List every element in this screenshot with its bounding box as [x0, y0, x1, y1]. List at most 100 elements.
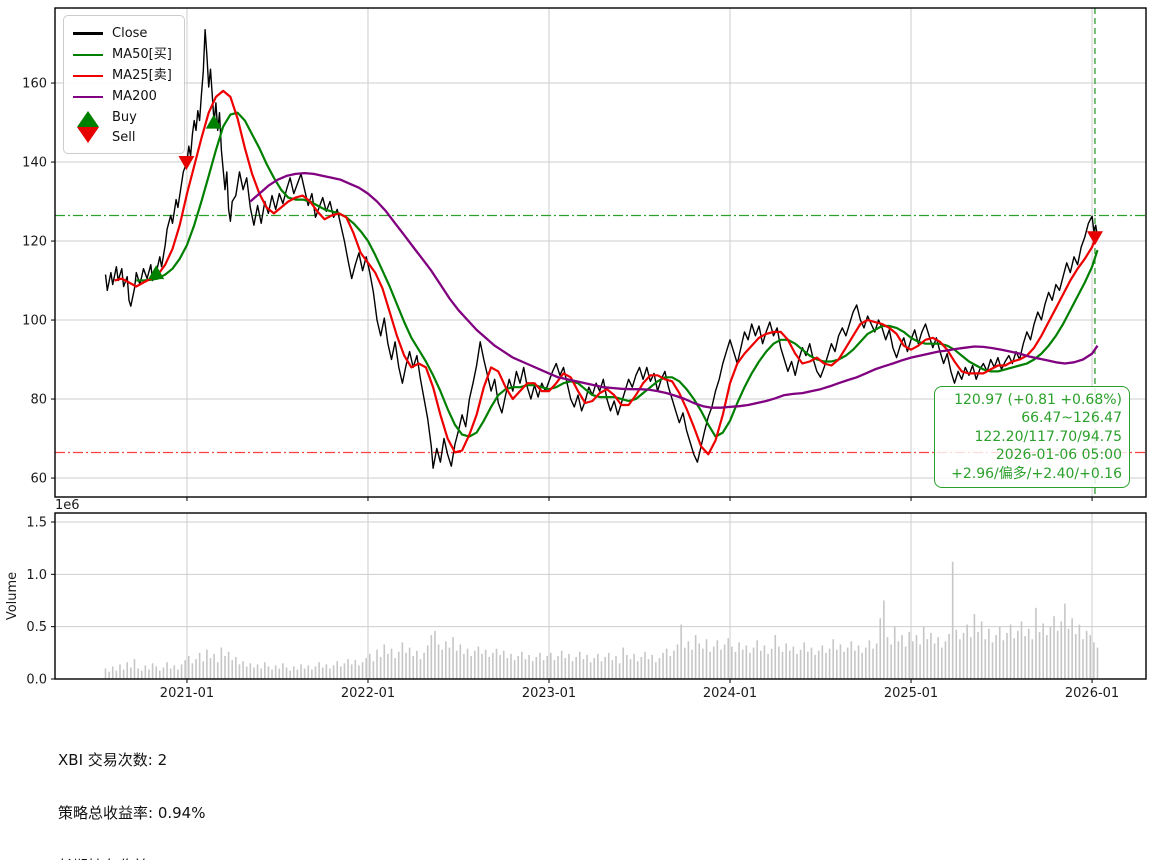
volume-bar: [1093, 642, 1095, 679]
volume-bar: [673, 650, 675, 679]
volume-bar: [169, 668, 172, 679]
volume-bar: [962, 632, 965, 679]
volume-bar: [173, 665, 176, 679]
volume-bar: [213, 653, 215, 679]
volume-bar: [195, 659, 197, 679]
volume-bar: [321, 667, 324, 679]
volume-bar: [329, 668, 331, 679]
volume-bar: [825, 652, 827, 679]
volume-bar: [430, 635, 433, 679]
volume-bar: [904, 646, 907, 679]
volume-bar: [611, 660, 614, 679]
volume-bar: [593, 658, 596, 679]
volume-bar: [104, 668, 107, 679]
volume-bar: [1020, 621, 1023, 679]
volume-bar: [477, 646, 480, 679]
volume-bar: [901, 635, 903, 679]
volume-bar: [285, 667, 288, 679]
volume-bar: [177, 669, 179, 679]
volume-bar: [930, 632, 932, 679]
legend-label: MA25[卖]: [112, 68, 172, 83]
volume-bar: [358, 665, 360, 679]
volume-bar: [586, 654, 588, 679]
volume-bar: [951, 561, 954, 679]
legend-label: Sell: [112, 129, 136, 145]
volume-bar: [723, 644, 726, 679]
volume-bar: [644, 651, 646, 679]
volume-bar: [437, 644, 440, 679]
volume-bar: [796, 653, 798, 679]
volume-bar: [202, 661, 205, 679]
volume-bar: [126, 662, 129, 679]
volume-bar: [452, 637, 454, 679]
volume-bar: [770, 648, 773, 679]
volume-bar: [459, 644, 462, 679]
volume-bar: [470, 655, 472, 679]
volume-bar: [445, 641, 447, 679]
price-panel: 60 80 100 120 140 160: [22, 7, 1147, 501]
volume-bar: [1089, 635, 1092, 679]
volume-bar: [919, 644, 921, 679]
y-tick-label: 80: [30, 393, 47, 408]
volume-bar: [759, 650, 762, 679]
volume-bar: [977, 631, 979, 679]
volume-bar: [426, 645, 429, 679]
volume-bar: [948, 633, 950, 679]
volume-bar: [314, 666, 317, 679]
volume-bar: [249, 663, 252, 679]
volume-bar: [1017, 630, 1019, 679]
volume-bar: [122, 669, 125, 679]
volume-bar: [857, 645, 860, 679]
volume-bar: [683, 647, 686, 679]
volume-bar: [1046, 635, 1048, 679]
volume-bar: [734, 651, 737, 679]
volume-bar: [720, 649, 722, 679]
volume-bar: [712, 646, 715, 679]
volume-bar: [669, 655, 672, 679]
hold-return-line: 长期持有收益: 8.12%: [58, 858, 544, 860]
volume-bar: [1060, 621, 1063, 679]
volume-bar: [130, 667, 132, 679]
volume-bar: [224, 655, 226, 679]
volume-bar: [810, 647, 813, 679]
volume-bar: [441, 649, 443, 679]
volume-bar: [1031, 639, 1034, 679]
volume-bar: [915, 635, 918, 679]
volume-panel: 2021-01 2022-01 2023-01 2024-01 2025-01 2026-…: [5, 498, 1147, 701]
volume-bar: [416, 650, 418, 679]
volume-bar: [307, 665, 310, 679]
volume-bar: [941, 647, 943, 679]
volume-bar: [296, 669, 299, 679]
y-tick-label: 0.5: [26, 620, 47, 635]
volume-bar: [466, 648, 469, 679]
volume-bar: [752, 647, 755, 679]
volume-bar: [274, 665, 277, 679]
volume-bar: [553, 660, 556, 679]
volume-bar: [347, 659, 349, 679]
volume-bar: [883, 600, 885, 679]
y-tick-label: 0.0: [26, 673, 47, 688]
volume-bar: [1071, 618, 1073, 679]
volume-bar: [618, 663, 621, 679]
volume-bar: [821, 645, 824, 679]
volume-bar: [361, 662, 364, 679]
ma25--line: [114, 89, 1099, 456]
close-line-swatch: [73, 32, 103, 35]
axis-offset-label: 1e6: [55, 498, 80, 513]
volume-bar: [799, 649, 802, 679]
volume-bar: [1038, 631, 1041, 679]
volume-bar: [854, 650, 856, 679]
volume-bar: [350, 664, 353, 679]
volume-bar: [745, 645, 748, 679]
volume-bar: [180, 664, 183, 679]
volume-bar: [817, 650, 820, 679]
y-tick-label: 160: [22, 77, 47, 92]
volume-bar: [271, 669, 273, 679]
volume-bar: [448, 647, 451, 679]
volume-bar: [191, 663, 194, 679]
volume-bar: [311, 669, 313, 679]
volume-bar: [749, 652, 751, 679]
volume-bar: [785, 643, 787, 679]
volume-bar: [499, 654, 501, 679]
buy-marker: [148, 265, 165, 280]
